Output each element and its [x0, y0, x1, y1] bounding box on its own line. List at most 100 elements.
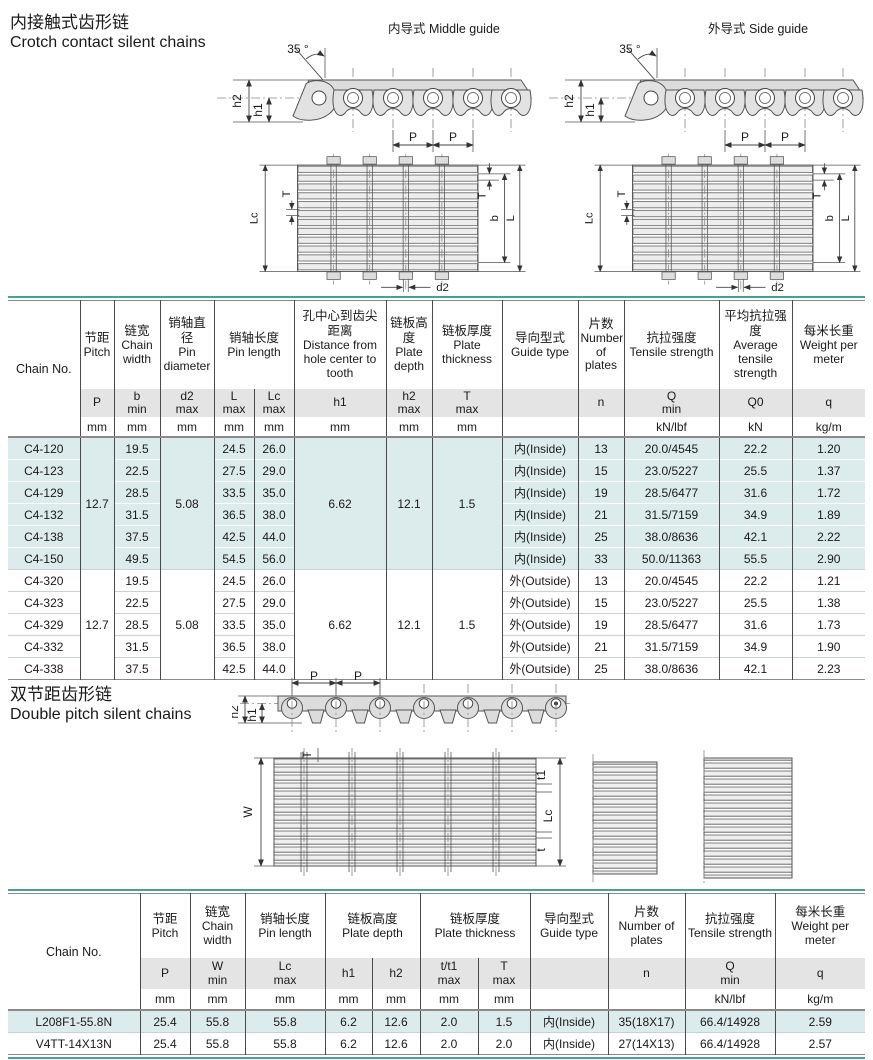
table1-row-C4-150: C4-150 49.5 54.5 56.0 内(Inside) 33 50.0/11363 5… — [8, 547, 865, 570]
unit-num-plates — [607, 989, 686, 1010]
th-zh: 链板高度 — [390, 316, 428, 346]
cell-pin-length-lc: 38.0 — [253, 635, 295, 658]
cell-avg-tensile-strength: 22.2 — [718, 436, 793, 460]
dp-t-dim: T — [300, 748, 319, 762]
table1-row-C4-320: C4-320 12.7 19.5 5.08 24.5 26.0 6.62 12.1 1.5 外(O… — [8, 569, 865, 680]
cell-weight: 1.21 — [791, 569, 865, 592]
th-plate-thickness: 链板厚度 Plate thickness — [431, 300, 503, 389]
cell-pin-length-lc: 26.0 — [253, 436, 295, 460]
th-chain-width: 链宽 Chain width — [189, 893, 246, 958]
table1-row-C4-323: C4-323 22.5 27.5 29.0 外(Outside) 15 23.0/5227 2… — [8, 591, 865, 614]
cell-guide-type: 内(Inside) — [501, 436, 579, 460]
cell-avg-tensile-strength: 34.9 — [718, 503, 793, 526]
cell-pin-length-lc: 35.0 — [253, 613, 295, 636]
cell-T: 2.0 — [477, 1032, 531, 1055]
th-num-plates: 片数 Number of plates — [607, 893, 686, 958]
table1-body: C4-120 12.7 19.5 5.08 24.5 26.0 6.62 12.1 1.5 内(I… — [8, 436, 865, 680]
unit-pitch: mm — [140, 989, 191, 1010]
pitch-label: P — [310, 670, 318, 683]
cell-tensile-strength: 38.0/8636 — [623, 657, 720, 680]
unit-weight: kg/m — [791, 417, 865, 437]
cell-guide-type: 外(Outside) — [501, 613, 579, 636]
cell-num-plates: 15 — [577, 591, 625, 614]
cell-weight: 2.22 — [791, 525, 865, 548]
sym-chain-width: b min — [113, 389, 161, 417]
cell-tensile-strength: 50.0/11363 — [623, 547, 720, 570]
unit-pin-length: mm — [244, 989, 326, 1010]
cell-pin-length-lc: 44.0 — [253, 657, 295, 680]
cell-weight: 2.23 — [791, 657, 865, 680]
sym-distance: h1 — [293, 389, 387, 417]
cell-chain-no: C4-150 — [8, 547, 81, 570]
cell-pin-length-lc: 29.0 — [253, 459, 295, 482]
sym-avg-tensile: Q0 — [718, 389, 793, 417]
th-chain-no: Chain No. — [8, 893, 141, 1010]
cell-num-plates: 13 — [577, 436, 625, 460]
double-pitch-side-view-diagram: P P h2 h1 — [232, 670, 570, 732]
sym-weight: q — [791, 389, 865, 417]
cell-weight: 1.90 — [791, 635, 865, 658]
cell-weight: 1.73 — [791, 613, 865, 636]
cell-h1: 6.2 — [324, 1009, 373, 1033]
cell-avg-tensile-strength: 25.5 — [718, 591, 793, 614]
table1-row-C4-129: C4-129 28.5 33.5 35.0 内(Inside) 19 28.5/6477 31… — [8, 481, 865, 504]
sym-guide-type — [529, 958, 609, 989]
cell-num-plates: 21 — [577, 503, 625, 526]
sym-pin-length-lc: Lc max — [253, 389, 295, 417]
cell-plate-depth-h2: 12.1 — [385, 569, 433, 680]
th-zh: 导向型式 — [514, 330, 565, 345]
th-num-plates: 片数 Number of plates — [577, 300, 625, 389]
cell-pitch: 25.4 — [139, 1009, 191, 1033]
th-pin-length: 销轴长度 Pin length — [213, 300, 295, 389]
cell-avg-tensile-strength: 22.2 — [718, 569, 793, 592]
cell-chain-width: 31.5 — [113, 635, 161, 658]
th-zh: 链板厚度 — [441, 323, 492, 338]
table1-header-units: mm mm mm mm mm mm mm mm kN/lbf kN kg/m — [8, 417, 865, 437]
cell-pin-length-l: 54.5 — [213, 547, 255, 570]
section1-title-zh: 内接触式齿形链 — [10, 13, 129, 32]
th-zh: 平均抗拉强度 — [724, 309, 787, 339]
unit-tensile: kN/lbf — [623, 417, 720, 437]
cell-num-plates: 21 — [577, 635, 625, 658]
unit-avg-tensile: kN — [718, 417, 793, 437]
lc-label: Lc — [541, 810, 555, 823]
cell-guide-type: 内(Inside) — [501, 547, 579, 570]
cell-chain-no: C4-323 — [8, 591, 81, 614]
unit-distance: mm — [293, 417, 387, 437]
cell-guide-type: 内(Inside) — [501, 481, 579, 504]
unit-plate-depth: mm — [385, 417, 433, 437]
section1-title-en: Crotch contact silent chains — [10, 34, 206, 52]
cell-pitch: 25.4 — [139, 1032, 191, 1055]
sym-pitch: P — [80, 389, 115, 417]
th-pin-length: 销轴长度 Pin length — [244, 893, 326, 958]
table2-body: L208F1-55.8N 25.4 55.8 55.8 6.2 12.6 2.0 1.5 内(I… — [8, 1009, 865, 1055]
table1-row-C4-338: C4-338 37.5 42.5 44.0 外(Outside) 25 38.0/8636 4… — [8, 657, 865, 680]
th-pin-diameter: 销轴直径 Pin diameter — [159, 300, 215, 389]
cell-pin-diameter: 5.08 — [159, 436, 215, 570]
cell-pin-length-l: 36.5 — [213, 635, 255, 658]
th-en: Plate depth — [393, 345, 425, 373]
unit-pin-length-l: mm — [213, 417, 255, 437]
sym-pitch: P — [140, 958, 191, 989]
th-guide-type: 导向型式 Guide type — [529, 893, 609, 958]
cell-chain-no: C4-132 — [8, 503, 81, 526]
cell-T: 1.5 — [477, 1009, 531, 1033]
table1-row-C4-132: C4-132 31.5 36.5 38.0 内(Inside) 21 31.5/7159 34… — [8, 503, 865, 526]
unit-pin-length-lc: mm — [253, 417, 295, 437]
unit-plate-thickness: mm — [431, 417, 503, 437]
th-tensile: 抗拉强度 Tensile strength — [684, 893, 776, 958]
cell-distance-h1: 6.62 — [293, 436, 387, 570]
cell-guide-type: 内(Inside) — [501, 525, 579, 548]
cell-tensile-strength: 28.5/6477 — [623, 481, 720, 504]
table1-row-C4-329: C4-329 28.5 33.5 35.0 外(Outside) 19 28.5/6477 3… — [8, 613, 865, 636]
unit-h1: mm — [324, 989, 373, 1010]
cell-chain-width: 19.5 — [113, 569, 161, 592]
th-plate-depth: 链板高度 Plate depth — [324, 893, 421, 958]
cell-num-plates: 33 — [577, 547, 625, 570]
cell-pin-length-l: 42.5 — [213, 525, 255, 548]
cell-chain-width: 37.5 — [113, 525, 161, 548]
